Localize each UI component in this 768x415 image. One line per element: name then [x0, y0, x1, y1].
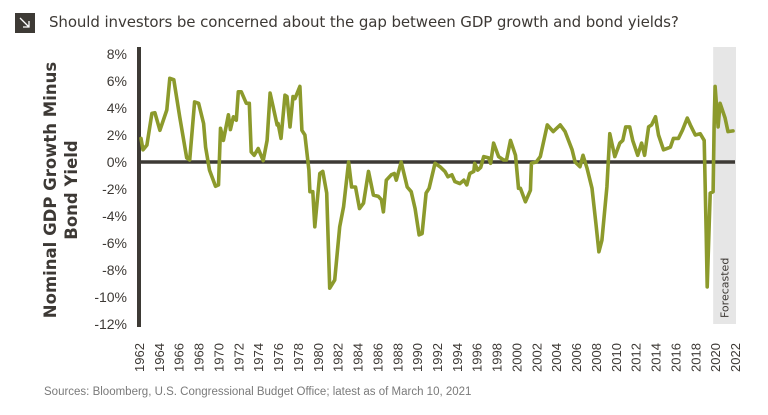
- y-tick-label: -12%: [94, 316, 127, 332]
- y-tick-label: 4%: [107, 100, 127, 116]
- x-tick-label: 1968: [192, 343, 207, 372]
- x-tick-label: 2012: [629, 343, 644, 372]
- source-note: Sources: Bloomberg, U.S. Congressional B…: [44, 386, 472, 398]
- y-tick-label: -8%: [102, 262, 127, 278]
- arrow-down-right-icon: [15, 13, 35, 33]
- x-tick-label: 2018: [688, 343, 703, 372]
- y-axis-label-line-1: Nominal GDP Growth Minus: [41, 62, 60, 319]
- x-tick-label: 2006: [569, 343, 584, 372]
- x-tick-label: 2022: [728, 343, 743, 372]
- x-tick-label: 2008: [589, 343, 604, 372]
- x-tick-label: 1970: [211, 343, 226, 372]
- x-tick-label: 1990: [410, 343, 425, 372]
- x-tick-label: 1996: [470, 343, 485, 372]
- x-tick-label: 2016: [668, 343, 683, 372]
- x-tick-label: 1980: [311, 343, 326, 372]
- x-tick-label: 1962: [132, 343, 147, 372]
- forecast-label: Forecasted: [719, 258, 732, 318]
- x-tick-label: 2014: [649, 343, 664, 372]
- y-tick-label: 0%: [107, 154, 127, 170]
- x-tick-label: 1974: [251, 343, 266, 372]
- x-tick-label: 1994: [450, 343, 465, 372]
- y-tick-label: 8%: [107, 46, 127, 62]
- y-tick-label: -10%: [94, 289, 127, 305]
- y-tick-label: 6%: [107, 73, 127, 89]
- y-tick-label: -4%: [102, 208, 127, 224]
- x-tick-label: 2002: [529, 343, 544, 372]
- x-tick-label: 1976: [271, 343, 286, 372]
- x-tick-label: 1964: [152, 343, 167, 372]
- x-tick-label: 1988: [390, 343, 405, 372]
- x-tick-label: 2004: [549, 343, 564, 372]
- y-tick-label: -6%: [102, 235, 127, 251]
- y-tick-label: -2%: [102, 181, 127, 197]
- x-tick-label: 1982: [331, 343, 346, 372]
- chart-title: Should investors be concerned about the …: [49, 13, 679, 31]
- x-tick-label: 2020: [708, 343, 723, 372]
- x-tick-label: 1992: [430, 343, 445, 372]
- x-tick-label: 2000: [509, 343, 524, 372]
- x-tick-label: 1978: [291, 343, 306, 372]
- y-axis-label-line-2: Bond Yield: [62, 140, 81, 239]
- x-tick-label: 1984: [351, 343, 366, 372]
- x-tick-label: 2010: [609, 343, 624, 372]
- x-tick-label: 1972: [231, 343, 246, 372]
- x-tick-label: 1986: [370, 343, 385, 372]
- x-tick-label: 1966: [172, 343, 187, 372]
- y-tick-label: 2%: [107, 127, 127, 143]
- x-tick-label: 1998: [490, 343, 505, 372]
- series-line: [139, 76, 735, 290]
